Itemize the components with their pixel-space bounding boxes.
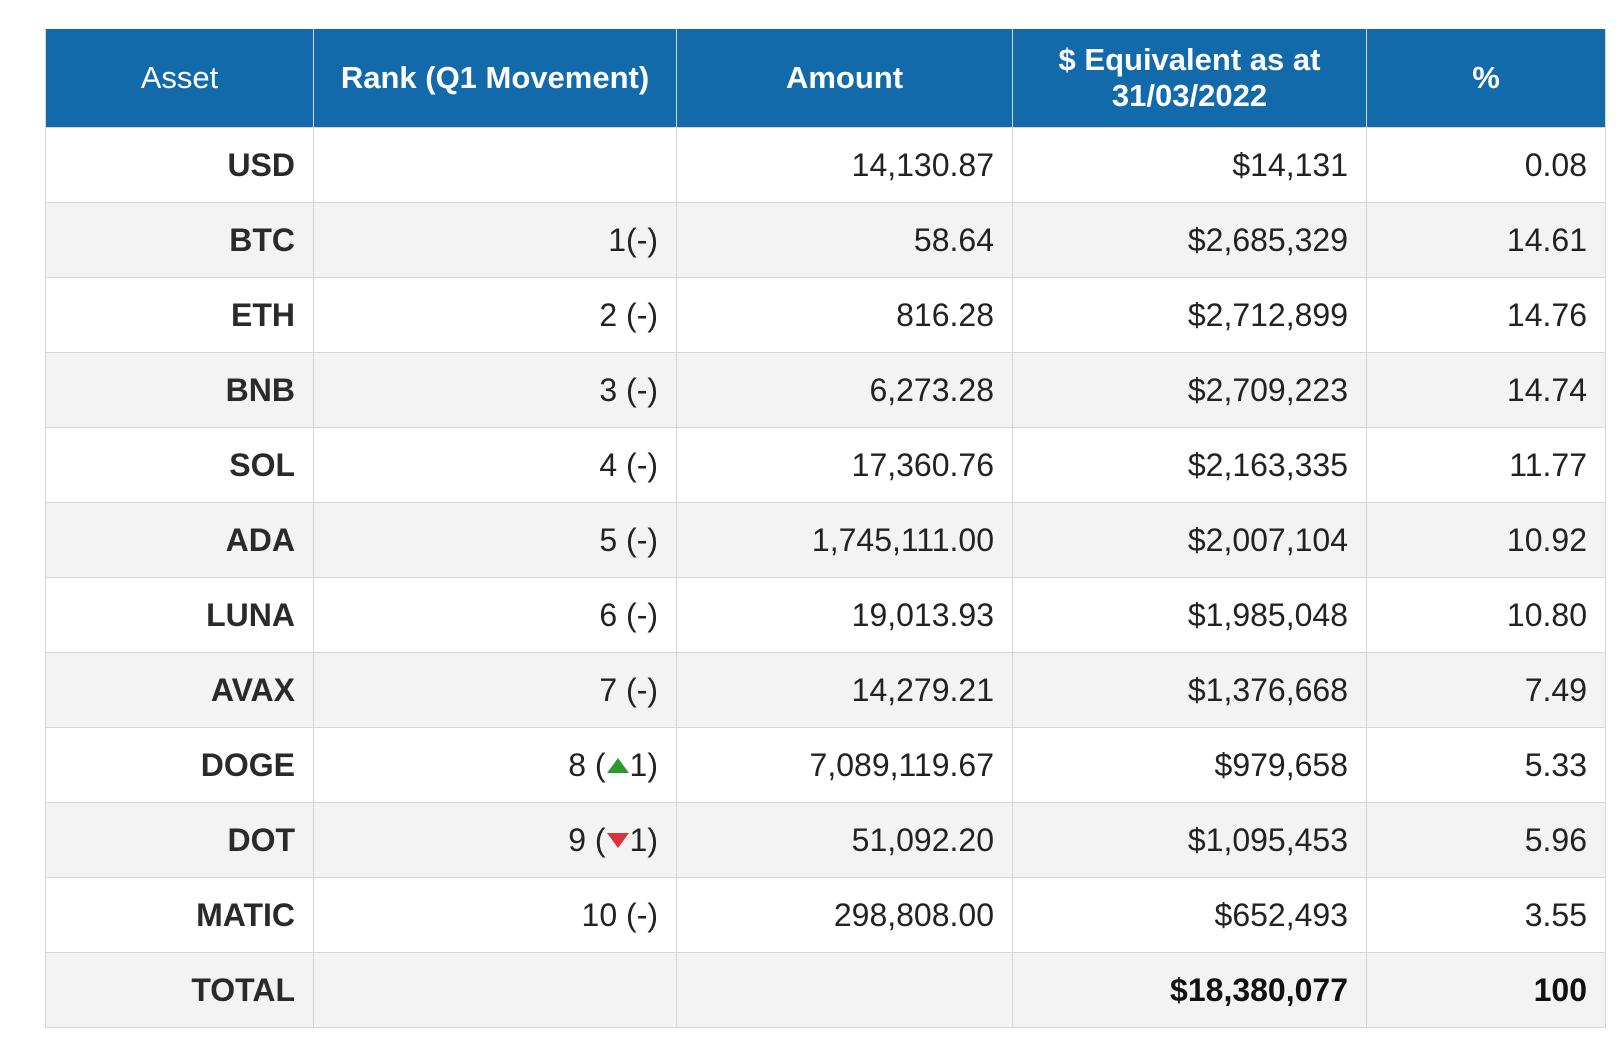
- down-triangle-icon: [606, 832, 629, 848]
- asset-cell: LUNA: [45, 577, 314, 653]
- table-row: AVAX 7 (-) 14,279.21 $1,376,668 7.49: [45, 652, 1606, 728]
- table-row: BNB 3 (-) 6,273.28 $2,709,223 14.74: [45, 352, 1606, 428]
- equivalent-cell: $2,685,329: [1012, 202, 1367, 278]
- asset-cell: BTC: [45, 202, 314, 278]
- equivalent-cell: $979,658: [1012, 727, 1367, 803]
- up-triangle-icon: [606, 757, 629, 773]
- percent-cell: 3.55: [1366, 877, 1606, 953]
- asset-cell: BNB: [45, 352, 314, 428]
- rank-cell: [313, 952, 677, 1028]
- rank-suffix: 1): [629, 821, 658, 858]
- equivalent-cell: $2,709,223: [1012, 352, 1367, 428]
- total-percent: 100: [1366, 952, 1606, 1028]
- amount-cell: 14,279.21: [676, 652, 1013, 728]
- rank-prefix: 8 (: [568, 746, 606, 783]
- amount-cell: 1,745,111.00: [676, 502, 1013, 578]
- asset-cell: DOT: [45, 802, 314, 878]
- amount-cell: [676, 952, 1013, 1028]
- total-label: TOTAL: [45, 952, 314, 1028]
- table-row: SOL 4 (-) 17,360.76 $2,163,335 11.77: [45, 427, 1606, 503]
- rank-cell: 3 (-): [313, 352, 677, 428]
- table-row: USD 14,130.87 $14,131 0.08: [45, 127, 1606, 203]
- header-asset: Asset: [45, 29, 314, 128]
- header-amount: Amount: [676, 29, 1013, 128]
- table-row: LUNA 6 (-) 19,013.93 $1,985,048 10.80: [45, 577, 1606, 653]
- rank-cell: 5 (-): [313, 502, 677, 578]
- rank-cell: 7 (-): [313, 652, 677, 728]
- rank-cell: 9 ( 1): [313, 802, 677, 878]
- total-equivalent: $18,380,077: [1012, 952, 1367, 1028]
- asset-cell: ETH: [45, 277, 314, 353]
- rank-cell: 10 (-): [313, 877, 677, 953]
- amount-cell: 19,013.93: [676, 577, 1013, 653]
- rank-cell: 8 ( 1): [313, 727, 677, 803]
- equivalent-cell: $1,985,048: [1012, 577, 1367, 653]
- asset-cell: DOGE: [45, 727, 314, 803]
- table-row: DOGE 8 ( 1) 7,089,119.67 $979,658 5.33: [45, 727, 1606, 803]
- percent-cell: 0.08: [1366, 127, 1606, 203]
- percent-cell: 11.77: [1366, 427, 1606, 503]
- rank-cell: 2 (-): [313, 277, 677, 353]
- percent-cell: 5.96: [1366, 802, 1606, 878]
- equivalent-cell: $1,095,453: [1012, 802, 1367, 878]
- amount-cell: 58.64: [676, 202, 1013, 278]
- amount-cell: 14,130.87: [676, 127, 1013, 203]
- amount-cell: 51,092.20: [676, 802, 1013, 878]
- table-row: DOT 9 ( 1) 51,092.20 $1,095,453 5.96: [45, 802, 1606, 878]
- header-percent: %: [1366, 29, 1606, 128]
- table-row: ETH 2 (-) 816.28 $2,712,899 14.76: [45, 277, 1606, 353]
- amount-cell: 17,360.76: [676, 427, 1013, 503]
- total-row: TOTAL $18,380,077 100: [45, 952, 1606, 1028]
- asset-cell: MATIC: [45, 877, 314, 953]
- table-row: ADA 5 (-) 1,745,111.00 $2,007,104 10.92: [45, 502, 1606, 578]
- rank-cell: 4 (-): [313, 427, 677, 503]
- holdings-table: Asset Rank (Q1 Movement) Amount $ Equiva…: [45, 29, 1606, 1028]
- asset-cell: USD: [45, 127, 314, 203]
- asset-cell: AVAX: [45, 652, 314, 728]
- amount-cell: 298,808.00: [676, 877, 1013, 953]
- table-row: MATIC 10 (-) 298,808.00 $652,493 3.55: [45, 877, 1606, 953]
- rank-cell: 1(-): [313, 202, 677, 278]
- equivalent-cell: $2,007,104: [1012, 502, 1367, 578]
- percent-cell: 5.33: [1366, 727, 1606, 803]
- equivalent-cell: $652,493: [1012, 877, 1367, 953]
- asset-cell: ADA: [45, 502, 314, 578]
- table-header-row: Asset Rank (Q1 Movement) Amount $ Equiva…: [45, 29, 1606, 128]
- percent-cell: 14.76: [1366, 277, 1606, 353]
- header-rank: Rank (Q1 Movement): [313, 29, 677, 128]
- header-equivalent: $ Equivalent as at 31/03/2022: [1012, 29, 1367, 128]
- rank-suffix: 1): [629, 746, 658, 783]
- amount-cell: 6,273.28: [676, 352, 1013, 428]
- equivalent-cell: $1,376,668: [1012, 652, 1367, 728]
- table-row: BTC 1(-) 58.64 $2,685,329 14.61: [45, 202, 1606, 278]
- amount-cell: 816.28: [676, 277, 1013, 353]
- asset-cell: SOL: [45, 427, 314, 503]
- percent-cell: 14.61: [1366, 202, 1606, 278]
- percent-cell: 14.74: [1366, 352, 1606, 428]
- rank-prefix: 9 (: [568, 821, 606, 858]
- rank-cell: [313, 127, 677, 203]
- percent-cell: 10.80: [1366, 577, 1606, 653]
- amount-cell: 7,089,119.67: [676, 727, 1013, 803]
- equivalent-cell: $2,712,899: [1012, 277, 1367, 353]
- percent-cell: 7.49: [1366, 652, 1606, 728]
- equivalent-cell: $2,163,335: [1012, 427, 1367, 503]
- percent-cell: 10.92: [1366, 502, 1606, 578]
- rank-cell: 6 (-): [313, 577, 677, 653]
- equivalent-cell: $14,131: [1012, 127, 1367, 203]
